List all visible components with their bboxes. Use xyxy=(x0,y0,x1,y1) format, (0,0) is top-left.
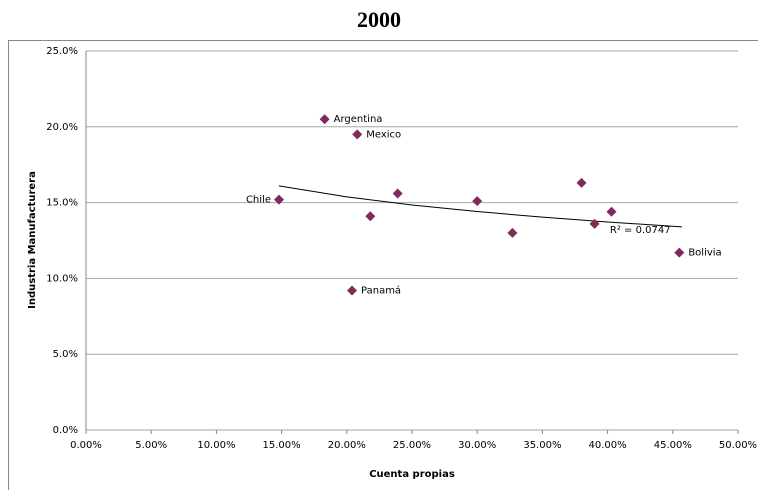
point xyxy=(365,211,376,222)
x-tick-label: 15.00% xyxy=(263,440,301,451)
y-tick-label: 10.0% xyxy=(46,273,78,284)
point xyxy=(589,218,600,229)
y-axis-label: Industria Manufacturera xyxy=(27,171,38,309)
r-squared-label: R² = 0.0747 xyxy=(610,225,671,236)
point-label: Chile xyxy=(246,195,271,206)
x-tick-label: 30.00% xyxy=(458,440,496,451)
point xyxy=(674,247,685,258)
point-label: Mexico xyxy=(366,129,401,140)
y-tick-label: 15.0% xyxy=(46,198,78,209)
y-tick-label: 0.0% xyxy=(53,425,78,436)
x-tick-label: 0.00% xyxy=(70,440,102,451)
y-tick-label: 5.0% xyxy=(53,349,78,360)
x-tick-label: 20.00% xyxy=(328,440,366,451)
x-tick-label: 50.00% xyxy=(719,440,757,451)
x-tick-label: 40.00% xyxy=(589,440,627,451)
point xyxy=(273,194,284,205)
point xyxy=(392,188,403,199)
x-tick-label: 5.00% xyxy=(135,440,167,451)
y-tick-label: 25.0% xyxy=(46,46,78,57)
x-tick-label: 10.00% xyxy=(197,440,235,451)
x-tick-label: 35.00% xyxy=(523,440,561,451)
point-label: Argentina xyxy=(334,114,383,125)
x-tick-label: 45.00% xyxy=(654,440,692,451)
point-label: Panamá xyxy=(361,285,401,297)
chart-frame xyxy=(8,40,758,490)
point-label: Bolivia xyxy=(688,248,721,259)
point xyxy=(576,177,587,188)
y-tick-label: 20.0% xyxy=(46,122,78,133)
chart-title: 2000 xyxy=(357,7,401,32)
point xyxy=(319,114,330,125)
point xyxy=(347,285,358,296)
point xyxy=(352,129,363,140)
point xyxy=(507,227,518,238)
x-axis-label: Cuenta propias xyxy=(369,469,455,480)
point xyxy=(606,206,617,217)
point xyxy=(472,196,483,207)
trendline xyxy=(278,185,682,228)
x-tick-label: 25.00% xyxy=(393,440,431,451)
